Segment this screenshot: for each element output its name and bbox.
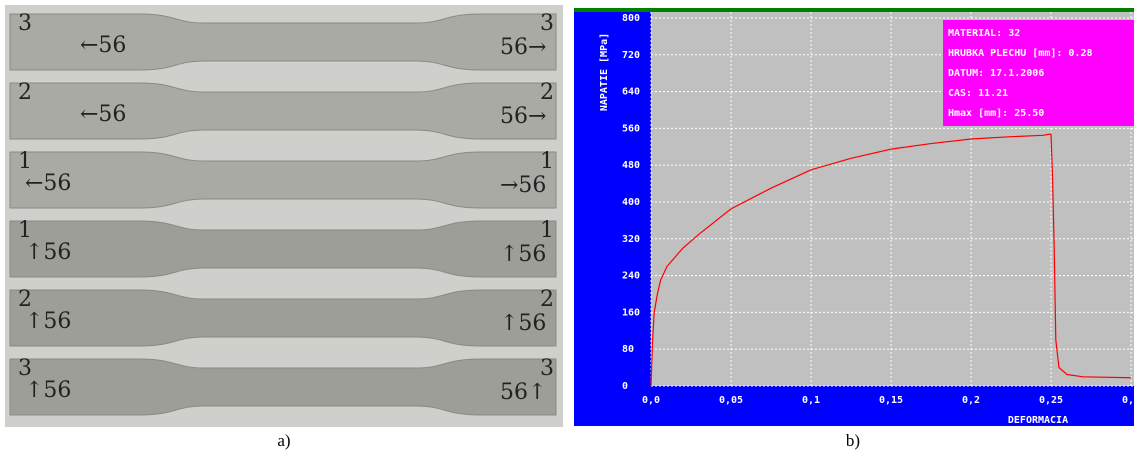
- x-axis-label: DEFORMACIA: [1008, 415, 1068, 426]
- annotation: HRUBKA PLECHU [mm]: 0.28: [948, 48, 1093, 59]
- y-tick-label: 400: [622, 197, 640, 208]
- annotation: DATUM: 17.1.2006: [948, 68, 1044, 79]
- y-axis-label: NAPATIE [MPa]: [599, 33, 610, 111]
- y-tick-label: 240: [622, 271, 640, 282]
- specimen-number: 3: [540, 356, 554, 381]
- specimen-mark: 56↑: [500, 380, 546, 405]
- y-tick-label: 720: [622, 50, 640, 61]
- figure: a) b) 33←5656→22←5656→11←56→5611↑56↑5622…: [0, 0, 1134, 454]
- specimen-mark: 56→: [500, 35, 546, 60]
- y-tick-label: 320: [622, 234, 640, 245]
- annotation: Hmax [mm]: 25.50: [948, 108, 1044, 119]
- specimen-number: 2: [540, 287, 554, 312]
- specimen-mark: ←56: [25, 171, 71, 196]
- specimen-number: 2: [18, 80, 32, 105]
- specimen-mark: ←56: [80, 33, 126, 58]
- specimen-mark: ←56: [80, 102, 126, 127]
- annotation: MATERIAL: 32: [948, 28, 1020, 39]
- specimen-number: 1: [540, 218, 554, 243]
- specimen-mark: ↑56: [500, 242, 546, 267]
- specimen-number: 3: [18, 11, 32, 36]
- x-tick-label: 0,1: [802, 395, 820, 406]
- specimen-mark: ↑56: [25, 309, 71, 334]
- x-tick-label: 0,15: [879, 395, 903, 406]
- chart-top-bar: [574, 8, 1134, 12]
- panel-label: b): [846, 431, 860, 450]
- y-tick-label: 800: [622, 13, 640, 24]
- annotation: CAS: 11.21: [948, 88, 1008, 99]
- specimen-mark: ↑56: [25, 240, 71, 265]
- y-tick-label: 80: [622, 344, 634, 355]
- specimen-number: 3: [540, 11, 554, 36]
- x-tick-label: 0,3: [1122, 395, 1134, 406]
- panel-label: a): [277, 431, 290, 450]
- x-tick-label: 0,05: [719, 395, 743, 406]
- y-tick-label: 480: [622, 160, 640, 171]
- x-tick-label: 0,0: [642, 395, 660, 406]
- specimen-mark: →56: [500, 173, 546, 198]
- specimen-mark: 56→: [500, 104, 546, 129]
- y-tick-label: 160: [622, 307, 640, 318]
- specimen-number: 2: [540, 80, 554, 105]
- y-tick-label: 0: [622, 381, 628, 392]
- specimen-mark: ↑56: [25, 378, 71, 403]
- y-tick-label: 640: [622, 87, 640, 98]
- y-tick-label: 560: [622, 123, 640, 134]
- x-tick-label: 0,25: [1039, 395, 1063, 406]
- specimen-mark: ↑56: [500, 311, 546, 336]
- x-tick-label: 0,2: [962, 395, 980, 406]
- specimen-number: 1: [540, 149, 554, 174]
